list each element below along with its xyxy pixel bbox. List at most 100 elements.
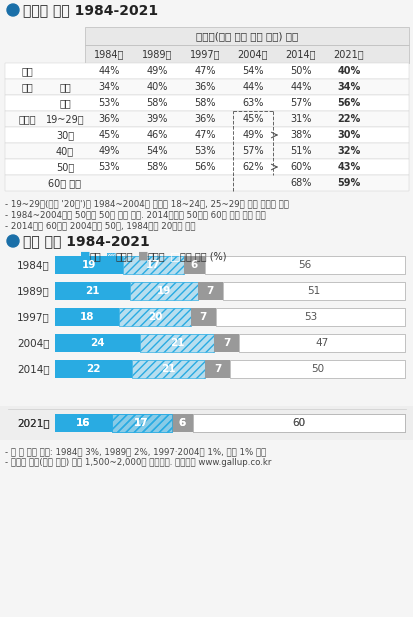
Text: 17: 17 xyxy=(134,418,149,428)
Text: 45%: 45% xyxy=(242,114,263,124)
Text: 1997년: 1997년 xyxy=(17,312,50,322)
FancyBboxPatch shape xyxy=(190,308,215,326)
Text: 53: 53 xyxy=(303,312,316,322)
Text: 49%: 49% xyxy=(98,146,119,156)
Text: 19: 19 xyxy=(157,286,171,296)
Circle shape xyxy=(7,235,19,247)
Text: 불교: 불교 xyxy=(90,251,102,261)
Text: 45%: 45% xyxy=(98,130,119,140)
Text: 50: 50 xyxy=(310,364,323,374)
Text: 2021년: 2021년 xyxy=(17,418,50,428)
FancyBboxPatch shape xyxy=(55,360,132,378)
Text: 2014년: 2014년 xyxy=(285,49,316,59)
Text: 68%: 68% xyxy=(290,178,311,188)
FancyBboxPatch shape xyxy=(55,282,130,300)
Text: 1989년: 1989년 xyxy=(17,286,50,296)
Text: 51%: 51% xyxy=(290,146,311,156)
FancyBboxPatch shape xyxy=(5,159,408,175)
FancyBboxPatch shape xyxy=(132,360,205,378)
Text: 개신교: 개신교 xyxy=(116,251,133,261)
Text: 1984년: 1984년 xyxy=(17,260,50,270)
Text: 2021년: 2021년 xyxy=(17,418,50,428)
Text: 51: 51 xyxy=(306,286,320,296)
Text: 32%: 32% xyxy=(337,146,360,156)
Text: 종교인(현재 종교 믿는 사람) 비율: 종교인(현재 종교 믿는 사람) 비율 xyxy=(195,31,297,41)
Text: 7: 7 xyxy=(222,338,230,348)
Text: 43%: 43% xyxy=(337,162,360,172)
FancyBboxPatch shape xyxy=(130,282,197,300)
Text: 60: 60 xyxy=(292,418,305,428)
FancyBboxPatch shape xyxy=(222,282,404,300)
FancyBboxPatch shape xyxy=(205,360,230,378)
FancyBboxPatch shape xyxy=(55,308,119,326)
Text: 60%: 60% xyxy=(290,162,311,172)
Text: 60대 이상: 60대 이상 xyxy=(48,178,81,188)
Circle shape xyxy=(7,4,19,16)
Text: 연령별: 연령별 xyxy=(18,114,36,124)
Text: 1984년: 1984년 xyxy=(94,49,124,59)
Text: 17: 17 xyxy=(134,418,149,428)
Text: 50%: 50% xyxy=(290,66,311,76)
FancyBboxPatch shape xyxy=(55,414,111,432)
Text: - 2014년의 60대는 2004년의 50대, 1984년의 20대에 해당: - 2014년의 60대는 2004년의 50대, 1984년의 20대에 해당 xyxy=(5,221,195,230)
Text: 58%: 58% xyxy=(146,98,167,108)
Text: 49%: 49% xyxy=(242,130,263,140)
Text: 57%: 57% xyxy=(242,146,263,156)
Text: 종교 분포 1984-2021: 종교 분포 1984-2021 xyxy=(23,234,150,248)
Text: 39%: 39% xyxy=(146,114,167,124)
Text: ■: ■ xyxy=(80,251,90,261)
Text: 34%: 34% xyxy=(337,82,360,92)
FancyBboxPatch shape xyxy=(85,45,408,63)
Text: 50대: 50대 xyxy=(56,162,74,172)
Text: 성별: 성별 xyxy=(21,82,33,92)
Text: 20: 20 xyxy=(147,312,162,322)
Text: 2014년: 2014년 xyxy=(17,364,50,374)
FancyBboxPatch shape xyxy=(192,414,404,432)
Text: 53%: 53% xyxy=(98,162,119,172)
Text: 36%: 36% xyxy=(194,82,215,92)
FancyBboxPatch shape xyxy=(5,175,408,191)
FancyBboxPatch shape xyxy=(5,95,408,111)
Text: 49%: 49% xyxy=(146,66,167,76)
Text: 21: 21 xyxy=(169,338,184,348)
Text: 30%: 30% xyxy=(337,130,360,140)
Text: 2004년: 2004년 xyxy=(17,338,50,348)
Text: 57%: 57% xyxy=(290,98,311,108)
Text: 22: 22 xyxy=(86,364,100,374)
FancyBboxPatch shape xyxy=(111,414,171,432)
Text: 47%: 47% xyxy=(194,130,215,140)
Text: 34%: 34% xyxy=(98,82,119,92)
Text: 21: 21 xyxy=(85,286,100,296)
Text: 44%: 44% xyxy=(242,82,263,92)
Text: 종교인 비율 1984-2021: 종교인 비율 1984-2021 xyxy=(23,3,158,17)
Text: 47: 47 xyxy=(315,338,328,348)
Text: 38%: 38% xyxy=(290,130,311,140)
FancyBboxPatch shape xyxy=(230,360,404,378)
Text: 56: 56 xyxy=(298,260,311,270)
FancyBboxPatch shape xyxy=(171,414,192,432)
FancyBboxPatch shape xyxy=(55,256,123,274)
Text: 18: 18 xyxy=(80,312,94,322)
Text: 36%: 36% xyxy=(98,114,119,124)
Text: 58%: 58% xyxy=(146,162,167,172)
Text: 40%: 40% xyxy=(146,82,167,92)
Text: 24: 24 xyxy=(90,338,104,348)
Text: 40대: 40대 xyxy=(56,146,74,156)
Text: 21: 21 xyxy=(161,364,176,374)
FancyBboxPatch shape xyxy=(171,414,192,432)
Text: 30대: 30대 xyxy=(56,130,74,140)
FancyBboxPatch shape xyxy=(123,256,183,274)
Text: 53%: 53% xyxy=(194,146,215,156)
FancyBboxPatch shape xyxy=(111,414,171,432)
Text: □: □ xyxy=(170,251,180,261)
Text: 46%: 46% xyxy=(146,130,167,140)
FancyBboxPatch shape xyxy=(5,143,408,159)
Text: 1989년: 1989년 xyxy=(142,49,172,59)
FancyBboxPatch shape xyxy=(85,27,408,45)
FancyBboxPatch shape xyxy=(215,308,404,326)
FancyBboxPatch shape xyxy=(5,79,408,95)
Text: 44%: 44% xyxy=(98,66,119,76)
Text: 40%: 40% xyxy=(337,66,360,76)
FancyBboxPatch shape xyxy=(55,414,111,432)
Text: 6: 6 xyxy=(178,418,185,428)
